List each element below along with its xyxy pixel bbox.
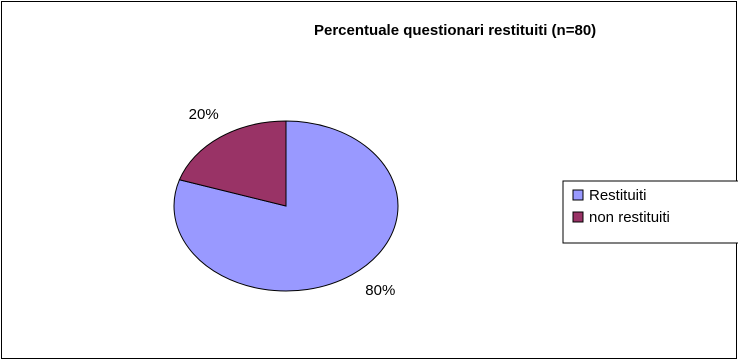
legend-swatch-non-restituiti [572, 211, 584, 223]
legend-swatch-restituiti [572, 189, 584, 201]
legend-box [562, 180, 738, 244]
data-labels: 80% 20% [189, 106, 396, 299]
pie-slices [173, 120, 399, 292]
data-label-restituiti: 80% [365, 282, 395, 299]
pie-slice-non-restituiti [178, 120, 287, 207]
legend: Restituiti non restituiti [562, 180, 738, 244]
data-label-non-restituiti: 20% [189, 106, 219, 123]
legend-label-non-restituiti: non restituiti [589, 209, 670, 226]
legend-label-restituiti: Restituiti [589, 187, 647, 204]
chart-title: Percentuale questionari restituiti (n=80… [314, 22, 596, 39]
